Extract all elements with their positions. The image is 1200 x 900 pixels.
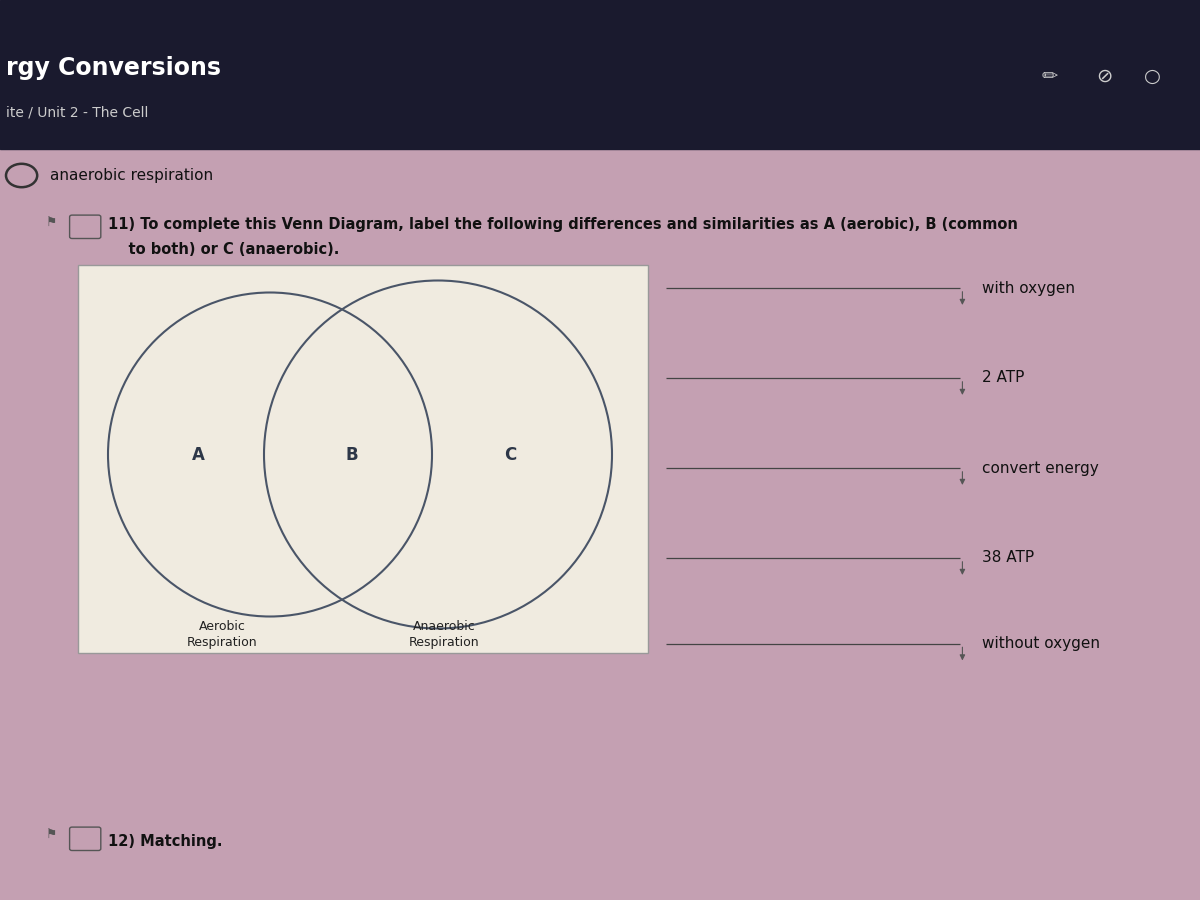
Text: 2 ATP: 2 ATP	[982, 371, 1024, 385]
Text: ✏: ✏	[1042, 67, 1058, 86]
Text: 11) To complete this Venn Diagram, label the following differences and similarit: 11) To complete this Venn Diagram, label…	[108, 218, 1018, 232]
Text: Aerobic
Respiration: Aerobic Respiration	[187, 620, 257, 649]
Text: 12) Matching.: 12) Matching.	[108, 834, 222, 849]
Text: A: A	[192, 446, 204, 464]
Bar	[78, 266, 648, 652]
Bar	[0, 0, 1200, 148]
Text: ⚑: ⚑	[46, 216, 56, 229]
Text: with oxygen: with oxygen	[982, 281, 1075, 295]
Text: to both) or C (anaerobic).: to both) or C (anaerobic).	[108, 242, 340, 256]
Text: rgy Conversions: rgy Conversions	[6, 56, 221, 79]
Text: ⊘: ⊘	[1096, 67, 1112, 86]
Text: ○: ○	[1144, 67, 1160, 86]
Text: without oxygen: without oxygen	[982, 636, 1099, 651]
Text: anaerobic respiration: anaerobic respiration	[50, 168, 214, 183]
Text: 38 ATP: 38 ATP	[982, 551, 1033, 565]
Text: ⚑: ⚑	[46, 828, 56, 841]
Text: convert energy: convert energy	[982, 461, 1098, 475]
Text: ite / Unit 2 - The Cell: ite / Unit 2 - The Cell	[6, 105, 149, 120]
Text: Anaerobic
Respiration: Anaerobic Respiration	[409, 620, 479, 649]
Text: B: B	[346, 446, 358, 464]
Text: C: C	[504, 446, 516, 464]
